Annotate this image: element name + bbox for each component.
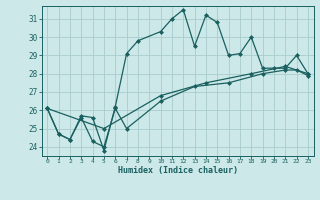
X-axis label: Humidex (Indice chaleur): Humidex (Indice chaleur): [118, 166, 237, 175]
